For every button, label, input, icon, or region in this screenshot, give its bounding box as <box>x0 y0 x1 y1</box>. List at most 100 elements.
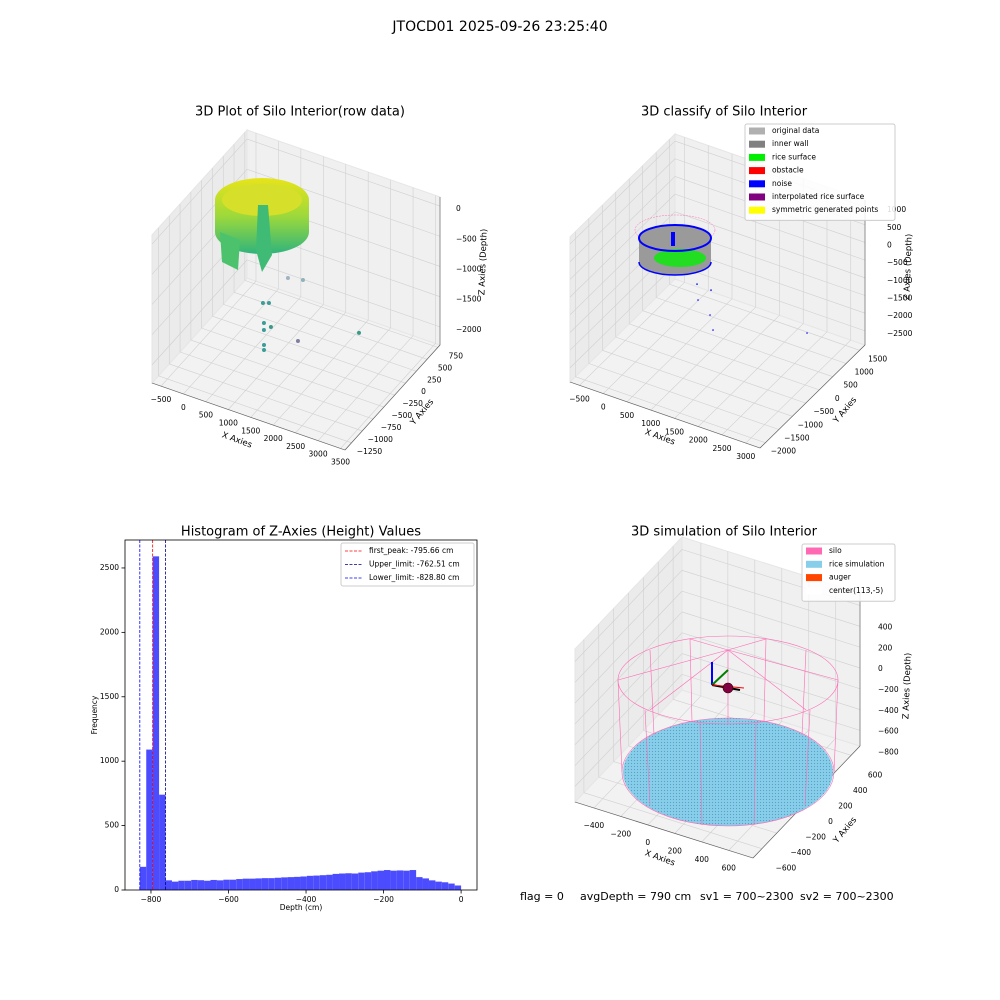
y-tick-label: 250 <box>427 375 442 384</box>
bar <box>319 875 327 890</box>
y-axis-label: Y Axies <box>831 815 859 846</box>
x-tick-label: −500 <box>569 394 590 403</box>
chart-title: Histogram of Z-Axies (Height) Values <box>181 525 421 540</box>
axis-line <box>151 382 346 451</box>
y-tick-label: 400 <box>853 786 868 795</box>
grid-line <box>574 570 683 683</box>
bar <box>159 794 166 890</box>
legend-label: rice simulation <box>829 559 885 568</box>
data-point <box>710 289 712 291</box>
legend-label: center(113,-5) <box>829 586 883 595</box>
data-point <box>300 277 305 282</box>
x-tick-label: 3000 <box>736 452 755 461</box>
noise-rim <box>638 224 712 252</box>
legend-swatch <box>749 206 765 214</box>
grid-line <box>579 282 685 386</box>
grid-line <box>674 193 866 261</box>
grid-line <box>158 375 352 444</box>
data-point <box>268 325 273 330</box>
z-tick-label: −1500 <box>887 293 913 302</box>
grid-line <box>569 193 676 298</box>
grid-line <box>183 288 279 395</box>
chart-title: 3D simulation of Silo Interior <box>631 525 818 540</box>
x-tick-label: 2000 <box>264 434 283 443</box>
grid-line <box>205 296 302 402</box>
bar <box>332 873 340 890</box>
grid-line <box>681 590 861 648</box>
bar <box>409 870 417 890</box>
bar <box>339 873 346 890</box>
legend-label: obstacle <box>772 166 804 175</box>
x-tick-label: 1000 <box>641 419 660 428</box>
y-tick-label: 500 <box>844 381 859 390</box>
y-tick-label: −1250 <box>357 447 383 456</box>
axis-line <box>759 344 866 449</box>
data-point <box>260 301 265 306</box>
data-point <box>261 347 266 352</box>
legend-swatch <box>806 547 822 555</box>
bar <box>300 876 307 890</box>
bar <box>441 882 449 890</box>
legend-label: Lower_limit: -828.80 cm <box>369 573 459 582</box>
rice-surface-cloud <box>654 249 706 267</box>
x-tick-label: −400 <box>584 821 605 830</box>
bar <box>255 878 262 890</box>
z-axis-label: Z Axies (Depth) <box>902 234 914 301</box>
z-tick-label: −1000 <box>456 264 482 273</box>
bar <box>428 880 436 890</box>
grid-line <box>574 674 683 787</box>
grid-line <box>179 351 374 420</box>
grid-line <box>574 632 683 745</box>
x-tick-label: 1500 <box>241 426 260 435</box>
grid-line <box>569 158 676 262</box>
bar <box>371 871 378 890</box>
y-tick-label: 0 <box>114 885 119 894</box>
legend-label: interpolated rice surface <box>772 192 865 201</box>
bar <box>377 870 384 890</box>
grid-line <box>602 350 793 417</box>
data-point <box>696 283 698 285</box>
z-tick-label: −2500 <box>887 329 913 338</box>
y-tick-label: 500 <box>105 821 120 830</box>
y-tick-label: −200 <box>805 833 826 842</box>
legend-swatch <box>749 140 765 148</box>
z-tick-label: 500 <box>887 223 902 232</box>
legend-swatch <box>749 180 765 188</box>
y-tick-label: −1000 <box>798 420 824 429</box>
legend-box <box>801 543 896 602</box>
grid-line <box>721 331 828 436</box>
z-tick-label: 1000 <box>887 205 906 214</box>
grid-line <box>246 138 441 207</box>
y-tick-label: 2000 <box>100 627 119 636</box>
grid-line <box>642 310 833 377</box>
y-axis-label: Frequency <box>90 695 99 734</box>
axis-line <box>569 381 761 449</box>
y-tick-label: 200 <box>838 801 853 810</box>
grid-line <box>569 264 676 369</box>
legend-label: original data <box>772 126 819 135</box>
bar <box>171 881 179 890</box>
grid-line <box>151 259 248 366</box>
x-tick-label: −600 <box>218 895 239 904</box>
data-point <box>261 327 266 332</box>
x-tick-label: 1000 <box>219 418 238 427</box>
y-tick-label: −2000 <box>771 447 797 456</box>
bar <box>390 870 397 890</box>
data-point <box>709 314 711 316</box>
z-tick-label: −2000 <box>456 325 482 334</box>
grid-line <box>698 323 804 427</box>
x-tick-label: 2500 <box>286 442 305 451</box>
bar <box>204 880 211 890</box>
bar <box>306 875 314 890</box>
grid-line <box>228 304 324 410</box>
y-tick-label: −600 <box>776 864 797 873</box>
legend-label: Upper_limit: -762.51 cm <box>369 560 460 569</box>
z-tick-label: 0 <box>878 664 883 673</box>
figure-title: JTOCD01 2025-09-26 23:25:40 <box>391 19 607 35</box>
bar <box>448 883 455 890</box>
y-tick-label: 600 <box>868 770 883 779</box>
bar <box>326 874 333 890</box>
grid-line <box>626 298 733 403</box>
bar <box>210 879 217 890</box>
